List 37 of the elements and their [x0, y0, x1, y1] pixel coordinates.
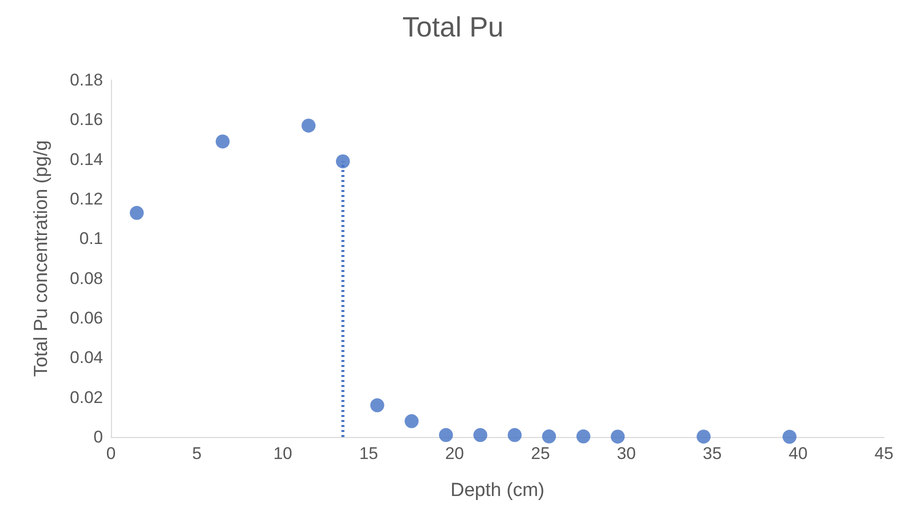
point — [542, 429, 556, 444]
y-tick-label: 0.06 — [70, 308, 103, 328]
point — [370, 398, 384, 412]
y-tick-label: 0.12 — [70, 190, 103, 208]
x-tick-label: 20 — [445, 444, 464, 463]
x-tick-label: 45 — [874, 444, 894, 463]
y-tick-label: 0.02 — [70, 388, 103, 407]
y-axis-title: Total Pu concentration (pg/g — [31, 140, 52, 377]
x-tick-label: 40 — [788, 444, 808, 463]
x-tick-label: 15 — [359, 444, 378, 463]
x-tick-label: 25 — [530, 444, 550, 463]
y-tick-label: 0.1 — [79, 229, 103, 248]
point — [782, 430, 797, 444]
point — [130, 206, 144, 220]
y-tick-label: 0.08 — [70, 268, 103, 288]
y-tick-label: 0.04 — [70, 348, 103, 368]
point — [576, 429, 590, 444]
y-tick-label: 0.16 — [70, 110, 103, 130]
x-tick-label: 10 — [273, 444, 292, 463]
y-tick-label: 0.14 — [70, 150, 103, 169]
point — [473, 428, 488, 442]
point — [216, 134, 230, 148]
x-tick-label: 30 — [616, 444, 636, 463]
x-axis-title: Depth (cm) — [450, 480, 544, 501]
y-tick-label: 0.18 — [70, 70, 103, 90]
point — [404, 414, 419, 428]
x-tick-label: 35 — [702, 444, 722, 463]
point — [302, 118, 316, 133]
chart-title: Total Pu — [402, 12, 504, 42]
y-tick-label: 0 — [94, 428, 103, 446]
x-tick-label: 5 — [192, 444, 202, 463]
point — [438, 428, 453, 442]
x-tick-label: 0 — [106, 444, 116, 463]
point — [336, 154, 350, 168]
point — [610, 430, 625, 444]
point — [508, 428, 522, 442]
point — [696, 430, 711, 444]
